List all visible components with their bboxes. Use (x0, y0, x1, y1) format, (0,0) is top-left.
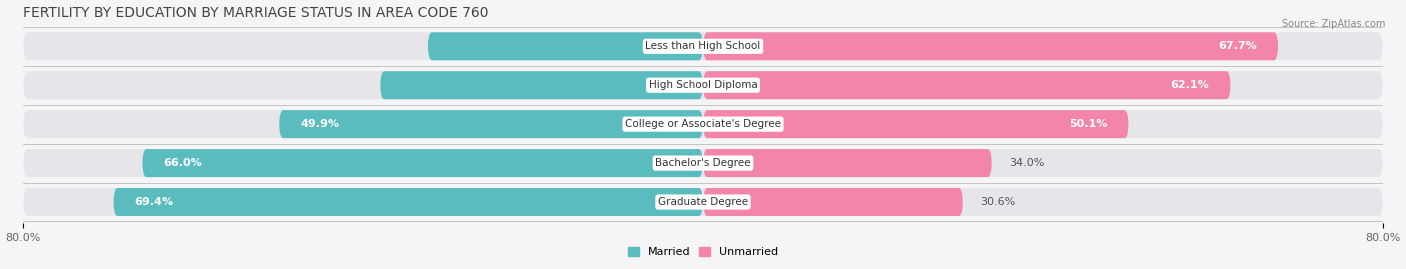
Text: FERTILITY BY EDUCATION BY MARRIAGE STATUS IN AREA CODE 760: FERTILITY BY EDUCATION BY MARRIAGE STATU… (24, 6, 489, 20)
FancyBboxPatch shape (427, 32, 703, 60)
FancyBboxPatch shape (24, 188, 1382, 216)
FancyBboxPatch shape (703, 110, 1129, 138)
Text: Graduate Degree: Graduate Degree (658, 197, 748, 207)
FancyBboxPatch shape (703, 188, 963, 216)
Text: 62.1%: 62.1% (1171, 80, 1209, 90)
Text: 34.0%: 34.0% (1010, 158, 1045, 168)
FancyBboxPatch shape (703, 71, 1230, 99)
FancyBboxPatch shape (703, 149, 991, 177)
Text: 66.0%: 66.0% (163, 158, 202, 168)
FancyBboxPatch shape (380, 71, 703, 99)
FancyBboxPatch shape (24, 71, 1382, 99)
FancyBboxPatch shape (114, 188, 703, 216)
FancyBboxPatch shape (278, 110, 703, 138)
Text: 69.4%: 69.4% (135, 197, 173, 207)
Text: 30.6%: 30.6% (980, 197, 1015, 207)
Text: 67.7%: 67.7% (1218, 41, 1257, 51)
Text: 49.9%: 49.9% (301, 119, 339, 129)
FancyBboxPatch shape (142, 149, 703, 177)
FancyBboxPatch shape (24, 110, 1382, 138)
FancyBboxPatch shape (24, 32, 1382, 60)
Text: Bachelor's Degree: Bachelor's Degree (655, 158, 751, 168)
Text: 32.4%: 32.4% (647, 41, 682, 51)
FancyBboxPatch shape (703, 32, 1278, 60)
Text: High School Diploma: High School Diploma (648, 80, 758, 90)
Text: Less than High School: Less than High School (645, 41, 761, 51)
FancyBboxPatch shape (24, 149, 1382, 177)
Text: College or Associate's Degree: College or Associate's Degree (626, 119, 780, 129)
Text: Source: ZipAtlas.com: Source: ZipAtlas.com (1281, 19, 1385, 29)
Text: 38.0%: 38.0% (647, 80, 682, 90)
Legend: Married, Unmarried: Married, Unmarried (623, 242, 783, 261)
Text: 50.1%: 50.1% (1069, 119, 1108, 129)
